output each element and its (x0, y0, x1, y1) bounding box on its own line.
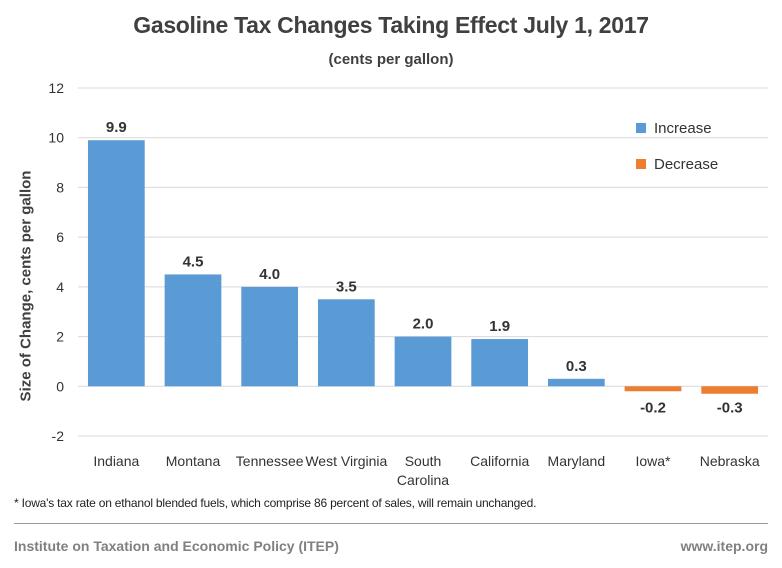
source-credit: Institute on Taxation and Economic Polic… (14, 538, 339, 554)
source-url[interactable]: www.itep.org (680, 538, 768, 554)
data-label: 1.9 (489, 318, 510, 335)
legend-item-decrease: Decrease (636, 154, 718, 174)
bar (624, 386, 682, 392)
chart-subtitle: (cents per gallon) (328, 51, 454, 68)
x-tick-label: Maryland (548, 453, 606, 469)
y-axis-label: Size of Change, cents per gallon (17, 170, 35, 402)
data-label: 2.0 (413, 316, 434, 333)
x-tick-label: West Virginia (305, 453, 387, 469)
y-tick-label: 6 (56, 229, 64, 245)
x-tick-label: California (470, 453, 529, 469)
x-tick-label: South (405, 453, 442, 469)
x-tick-label: Carolina (397, 472, 449, 488)
legend-swatch-decrease (636, 159, 646, 169)
legend-item-increase: Increase (636, 118, 718, 138)
y-tick-label: 10 (48, 130, 64, 146)
bar (471, 339, 529, 387)
bar (547, 378, 605, 387)
legend-label-increase: Increase (654, 119, 712, 137)
bar (87, 140, 145, 387)
bar (701, 386, 759, 394)
x-tick-label: Iowa* (635, 453, 671, 469)
x-tick-label: Montana (166, 453, 221, 469)
y-tick-label: -2 (52, 428, 65, 444)
x-tick-label: Tennessee (236, 453, 304, 469)
data-label: 0.3 (566, 358, 587, 375)
footnote: * Iowa's tax rate on ethanol blended fue… (14, 496, 537, 510)
y-tick-label: 2 (56, 329, 64, 345)
bar (317, 299, 375, 387)
legend-swatch-increase (636, 123, 646, 133)
y-tick-label: 12 (48, 80, 64, 96)
x-tick-label: Indiana (93, 453, 139, 469)
y-tick-label: 0 (56, 378, 64, 394)
bar-chart: -2 0 2 4 6 8 10 12 9.9 Indiana 4.5 Montana 4.0 Tennes… (48, 80, 768, 488)
data-label: 9.9 (106, 119, 127, 136)
data-label: 4.0 (259, 266, 280, 283)
data-label: 4.5 (183, 253, 204, 270)
y-tick-label: 4 (56, 279, 64, 295)
chart-title: Gasoline Tax Changes Taking Effect July … (133, 12, 649, 38)
data-label: 3.5 (336, 278, 357, 295)
legend: Increase Decrease (636, 118, 718, 190)
bar (394, 336, 452, 387)
bar (241, 286, 299, 387)
footer-divider (14, 523, 768, 524)
data-label: -0.3 (717, 399, 743, 416)
legend-label-decrease: Decrease (654, 155, 719, 173)
x-tick-label: Nebraska (700, 453, 760, 469)
y-tick-label: 8 (56, 179, 64, 195)
data-label: -0.2 (640, 399, 666, 416)
bar (164, 274, 222, 387)
